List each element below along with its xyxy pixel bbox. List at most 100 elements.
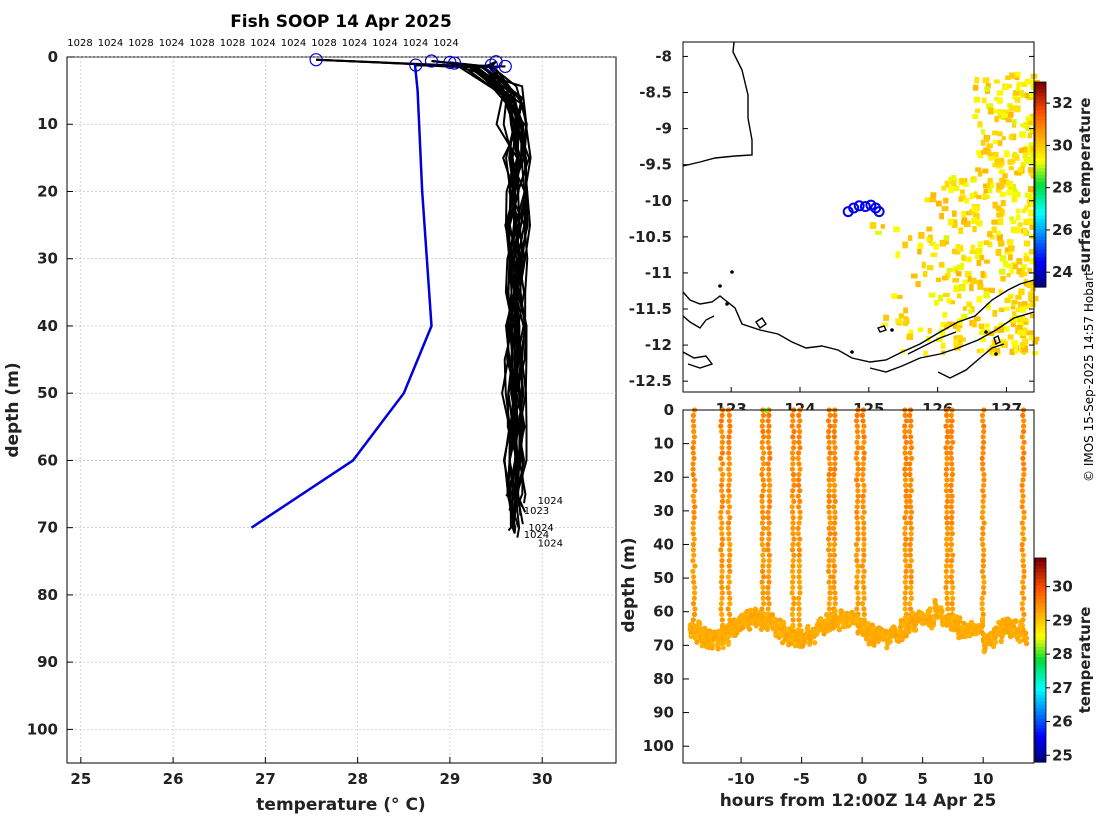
sst-cell	[903, 316, 909, 322]
section-point	[796, 477, 802, 483]
section-point	[979, 515, 985, 521]
sst-cell	[938, 262, 945, 268]
sst-cell	[1021, 92, 1028, 98]
sst-cell	[1019, 131, 1027, 138]
map-colorbar-segment	[1035, 157, 1046, 162]
section-point	[980, 611, 986, 618]
section-point	[690, 601, 697, 607]
section-point	[691, 611, 698, 618]
section-point	[796, 412, 802, 418]
map-coastline	[682, 41, 1035, 379]
sst-cell	[902, 241, 908, 249]
sst-cell	[924, 197, 930, 203]
sst-cell	[1008, 185, 1013, 193]
section-point	[853, 455, 860, 461]
sst-cell	[970, 306, 975, 313]
section-point	[949, 590, 955, 596]
section-point	[791, 439, 797, 445]
section-point	[719, 531, 725, 537]
section-point	[980, 418, 986, 424]
section-point	[790, 525, 796, 531]
sst-cell	[961, 337, 966, 342]
section-point	[726, 439, 732, 445]
section-point	[797, 418, 803, 424]
section-point	[797, 536, 803, 542]
section-point	[903, 504, 910, 510]
section-point	[1019, 520, 1025, 526]
section-point	[908, 445, 915, 451]
section-point	[759, 509, 766, 515]
sst-cell	[1028, 293, 1035, 301]
section-point	[907, 450, 913, 456]
section-point	[939, 609, 945, 615]
section-point	[854, 439, 860, 445]
profile-x-tick-label: 26	[163, 770, 184, 788]
profile-lines	[250, 53, 532, 538]
section-point	[726, 579, 733, 585]
section-point	[832, 412, 838, 418]
sst-cell	[987, 231, 993, 238]
sst-cell	[940, 342, 946, 349]
section-point	[690, 617, 696, 623]
section-point	[790, 455, 796, 461]
coastline-segment	[877, 325, 887, 333]
section-point	[908, 504, 914, 510]
sst-cell	[1020, 263, 1028, 270]
map-colorbar-segment	[1035, 263, 1046, 268]
section-point	[790, 434, 796, 440]
section-point	[718, 601, 725, 607]
section-point	[908, 439, 914, 445]
profile-end-label: 1024	[524, 530, 549, 541]
section-colorbar-segment	[1035, 731, 1046, 736]
section-x-ticks: -10 -5 0 5 10	[728, 757, 994, 788]
map-colorbar-segment	[1035, 88, 1046, 93]
section-point	[791, 498, 797, 504]
section-point	[943, 471, 949, 478]
section-point	[907, 493, 913, 499]
map-colorbar-segment	[1035, 153, 1046, 158]
sst-cell	[999, 191, 1006, 198]
section-point	[948, 547, 954, 553]
section-point	[1021, 471, 1027, 478]
section-point	[980, 488, 986, 494]
coastline-segment	[682, 279, 1035, 363]
map-axes: 123124125126127 -8-8.5-9-9.5-10-10.5-11-…	[629, 41, 1094, 418]
section-point	[907, 541, 913, 548]
section-point	[950, 552, 956, 558]
section-point	[943, 466, 950, 472]
section-point	[690, 418, 696, 424]
section-colorbar-segment	[1035, 564, 1046, 569]
sst-cell	[949, 300, 956, 305]
sst-cell	[1011, 226, 1018, 234]
section-point	[826, 547, 832, 553]
sst-cell	[1030, 173, 1036, 179]
section-point	[860, 601, 866, 607]
section-point	[719, 595, 725, 601]
sst-cell	[961, 254, 966, 261]
section-point	[797, 584, 803, 591]
sst-cell	[948, 186, 954, 193]
section-point	[789, 450, 796, 456]
section-point	[690, 493, 696, 499]
profile-top-label: 1028	[189, 38, 214, 49]
sst-cell	[998, 307, 1005, 313]
climatology-line	[250, 63, 433, 529]
section-point	[945, 418, 951, 424]
section-point	[944, 509, 950, 515]
sst-cell	[960, 313, 968, 319]
section-point	[827, 461, 833, 467]
section-point	[767, 455, 773, 461]
map-colorbar-segment	[1035, 225, 1046, 230]
section-point	[1020, 552, 1026, 558]
sst-cell	[1027, 186, 1035, 192]
section-point	[719, 541, 725, 548]
section-point	[902, 471, 908, 478]
map-colorbar-segment	[1035, 174, 1046, 179]
section-point	[902, 412, 908, 418]
section-point	[944, 477, 950, 483]
section-point	[790, 520, 796, 526]
section-point	[948, 574, 954, 580]
sst-cell	[996, 212, 1003, 218]
section-point	[766, 466, 772, 472]
coastline-segment	[937, 343, 1005, 379]
